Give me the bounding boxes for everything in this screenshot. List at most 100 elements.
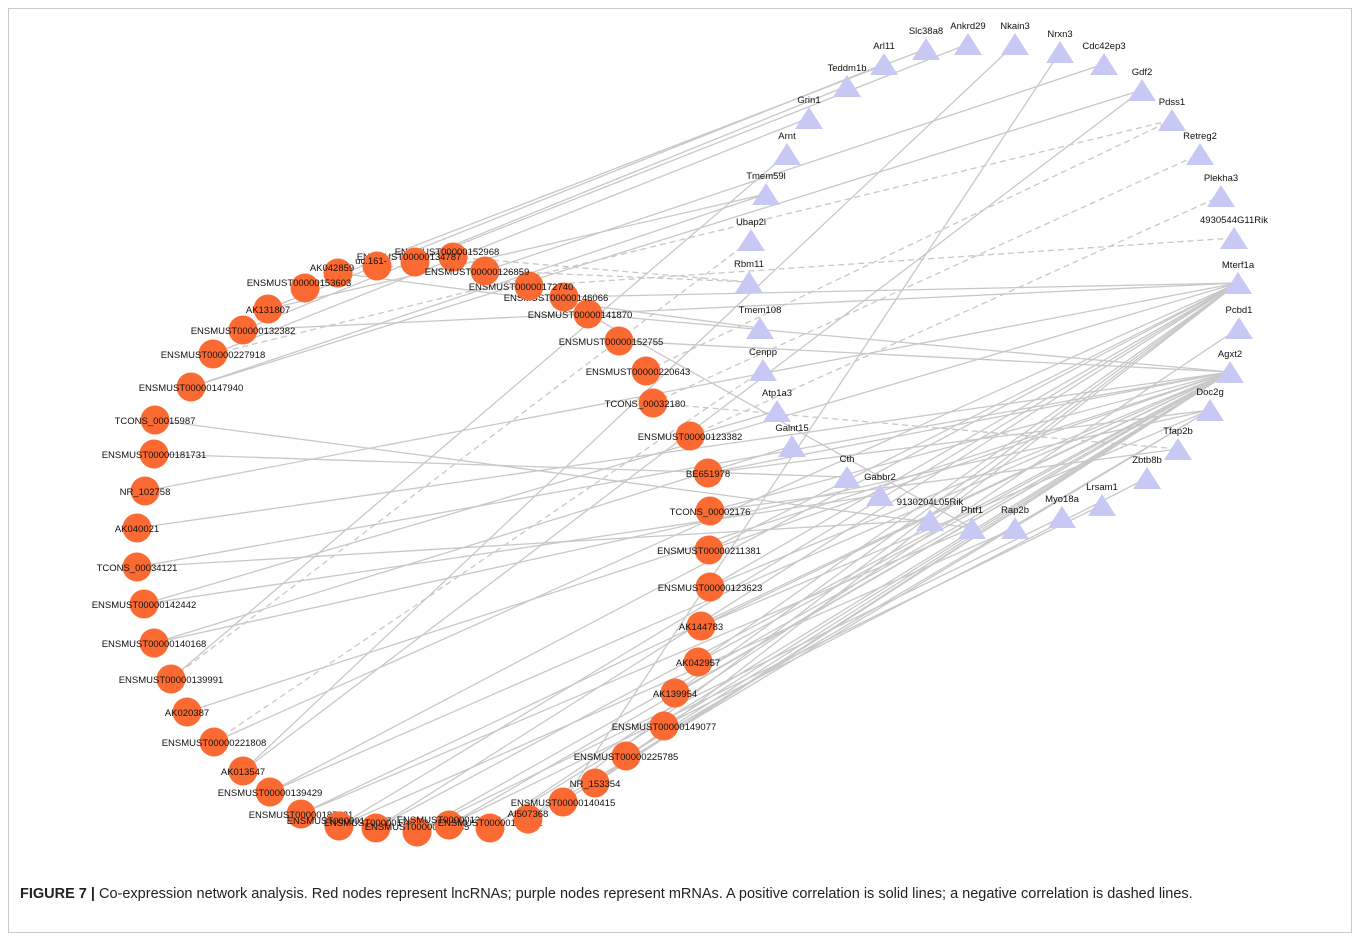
lncrna-label: ENSMUST00000153603 [247, 278, 352, 289]
lncrna-circle [694, 535, 724, 565]
lncrna-label: ENSMUST00000123382 [638, 432, 743, 443]
mrna-label: Zbtb8b [1132, 455, 1162, 466]
lncrna-circle [362, 251, 392, 281]
positive-correlation-edge [527, 409, 1211, 820]
mrna-label: Arnt [778, 131, 796, 142]
lncrna-node: ENSMUST00000181731 [102, 439, 206, 469]
negative-correlation-edge [689, 195, 1222, 437]
positive-correlation-edge [700, 409, 1211, 627]
lncrna-label: ENSMUST00000126859 [425, 267, 530, 278]
positive-correlation-edge [484, 63, 1105, 272]
lncrna-label: TCONS_00034121 [97, 563, 178, 574]
lncrna-label: ENSMUST00000211381 [657, 546, 761, 557]
positive-correlation-edge [674, 282, 1239, 694]
caption-label: FIGURE 7 | [20, 886, 95, 902]
lncrna-node: ENSMUST00000139429 [218, 777, 322, 807]
lncrna-label: ENSMUST00000146066 [504, 293, 609, 304]
positive-correlation-edge [300, 527, 973, 815]
mrna-node: Arnt [773, 131, 801, 165]
positive-correlation-edge [562, 51, 1061, 803]
lncrna-circle [580, 768, 610, 798]
mrna-triangle [1186, 143, 1214, 165]
lncrna-circle [573, 299, 603, 329]
positive-correlation-edge [267, 193, 767, 310]
lncrna-node: ENSMUST00000161561 [438, 813, 542, 843]
nodes-layer: Ankrd29 Nkain3 Nrxn3 Cdc42ep3 Gdf2 Pdss1 Retre… [92, 21, 1268, 847]
mrna-triangle [1090, 53, 1118, 75]
figure-frame [8, 8, 1352, 933]
lncrna-label: ENSMUST00000220643 [586, 367, 691, 378]
lncrna-circle [513, 804, 543, 834]
positive-correlation-edge [136, 371, 1231, 568]
lncrna-circle [649, 711, 679, 741]
mrna-label: Pdss1 [1159, 97, 1185, 108]
mrna-triangle [773, 143, 801, 165]
negative-correlation-edge [652, 402, 1179, 450]
mrna-triangle [746, 317, 774, 339]
positive-correlation-edge [136, 519, 931, 568]
lncrna-node: AK013547 [221, 756, 265, 786]
lncrna-node: ENSMUST00000147940 [139, 372, 243, 402]
positive-correlation-edge [153, 409, 1211, 644]
lncrna-label: ENSMUST00000140168 [102, 639, 207, 650]
mrna-triangle [1225, 317, 1253, 339]
positive-correlation-edge [153, 453, 848, 478]
mrna-node: Doc2g [1196, 387, 1224, 421]
lncrna-label: ENSMUST00000140415 [511, 798, 616, 809]
mrna-triangle [1220, 227, 1248, 249]
lncrna-node: ENSMUST00000139991 [119, 664, 223, 694]
mrna-label: Retreg2 [1183, 131, 1217, 142]
lncrna-label: AK020387 [165, 708, 209, 719]
mrna-label: Phtf1 [961, 505, 983, 516]
lncrna-circle [695, 572, 725, 602]
mrna-label: Cenpp [749, 347, 777, 358]
mrna-label: 4930544G11Rik [1200, 215, 1268, 226]
lncrna-node: ENSMUST00000152968 [395, 242, 499, 272]
positive-correlation-edge [153, 445, 793, 644]
mrna-node: Nkain3 [1000, 21, 1030, 55]
positive-correlation-edge [190, 89, 1143, 388]
lncrna-node: ENSMUST00000140415 [511, 787, 616, 817]
mrna-label: Ubap2l [736, 217, 766, 228]
mrna-node: Ankrd29 [950, 21, 986, 55]
lncrna-label: ENSMUST00000225785 [574, 752, 679, 763]
lncrna-circle [361, 813, 391, 843]
positive-correlation-edge [269, 282, 1239, 793]
mrna-triangle [752, 183, 780, 205]
mrna-triangle [1046, 41, 1074, 63]
mrna-node: 9130204L05Rik [897, 497, 964, 531]
positive-correlation-edge [143, 494, 881, 605]
positive-correlation-edge [269, 371, 1231, 793]
lncrna-circle [156, 664, 186, 694]
lncrna-circle [683, 647, 713, 677]
lncrna-circle [198, 339, 228, 369]
lncrna-label: NR_153354 [570, 779, 621, 790]
mrna-node: Galnt15 [775, 423, 809, 457]
mrna-triangle [1196, 399, 1224, 421]
lncrna-circle [475, 813, 505, 843]
positive-correlation-edge [709, 371, 1231, 588]
positive-correlation-edge [212, 117, 810, 355]
mrna-label: Plekha3 [1204, 173, 1238, 184]
lncrna-node: ENSMUST00000133329 [397, 810, 501, 840]
figure-caption: FIGURE 7 | Co-expression network analysi… [20, 884, 1340, 905]
mrna-node: Gabbr2 [864, 472, 896, 506]
lncrna-node: ENSMUST00000187781 [249, 799, 353, 829]
lncrna-node: TCONS_00015987 [115, 405, 195, 435]
mrna-label: Doc2g [1196, 387, 1223, 398]
lncrna-node: ENSMUST00000150677 [287, 811, 391, 841]
mrna-node: Gdf2 [1128, 67, 1156, 101]
lncrna-label: AK144783 [679, 622, 723, 633]
mrna-triangle [795, 107, 823, 129]
lncrna-node: BE651978 [686, 458, 730, 488]
positive-correlation-edge [527, 282, 1239, 820]
lncrna-circle [693, 458, 723, 488]
mrna-node: Myo18a [1045, 494, 1080, 528]
lncrna-circle [438, 242, 468, 272]
lncrna-circle [228, 756, 258, 786]
lncrna-label: AK013547 [221, 767, 265, 778]
lncrna-circle [660, 678, 690, 708]
lncrna-circle [176, 372, 206, 402]
lncrna-node: AK139954 [653, 678, 697, 708]
positive-correlation-edge [375, 282, 1239, 829]
